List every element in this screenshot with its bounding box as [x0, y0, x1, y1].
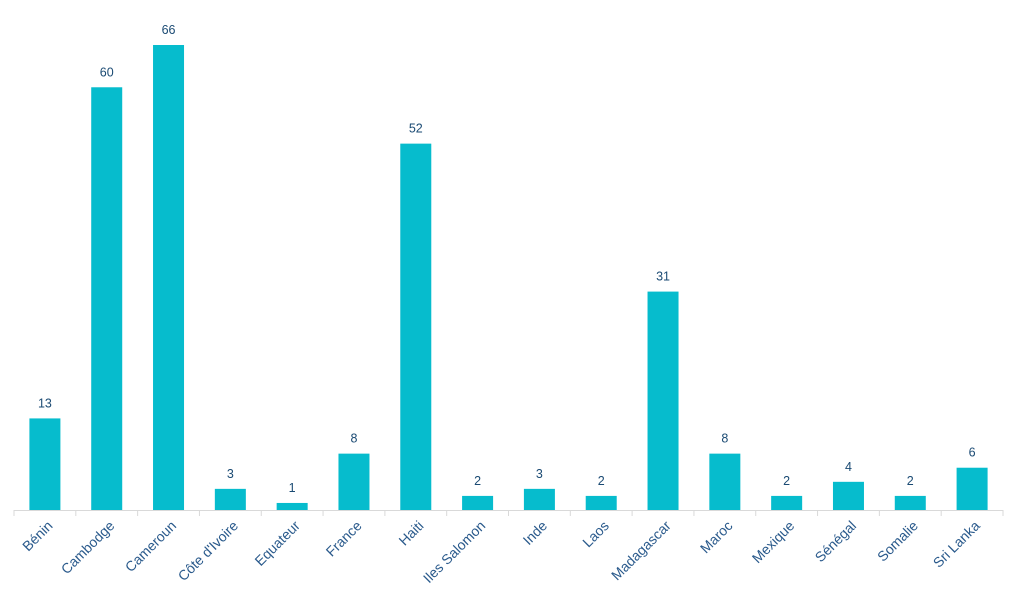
bar	[214, 488, 246, 510]
value-label: 60	[100, 65, 114, 79]
value-label: 2	[907, 474, 914, 488]
value-label: 13	[38, 396, 52, 410]
x-tick-label: Côte d'Ivoire	[175, 517, 242, 584]
bar	[91, 87, 123, 510]
bar	[462, 495, 494, 510]
bar	[29, 418, 61, 510]
x-tick-label: Bénin	[19, 517, 56, 554]
x-tick-label: Sénégal	[812, 517, 860, 565]
value-label: 52	[409, 122, 423, 136]
x-tick-label: Madagascar	[608, 517, 674, 583]
value-label: 31	[656, 270, 670, 284]
value-label: 2	[474, 474, 481, 488]
bar	[956, 467, 988, 510]
x-tick-label: Equateur	[251, 517, 303, 569]
bar	[585, 495, 617, 510]
x-tick-label: Laos	[579, 517, 612, 550]
bar	[647, 291, 679, 510]
value-label: 2	[598, 474, 605, 488]
bar	[832, 481, 864, 510]
value-label: 3	[536, 467, 543, 481]
x-tick-label: Cambodge	[58, 517, 118, 577]
value-label: 1	[289, 481, 296, 495]
x-tick-label: Mexique	[749, 517, 798, 566]
value-label: 3	[227, 467, 234, 481]
bar	[153, 45, 185, 510]
x-tick-label: Iles Salomon	[420, 517, 489, 586]
x-tick-label: Inde	[520, 517, 551, 548]
x-tick-label: Sri Lanka	[930, 517, 983, 570]
value-label: 6	[969, 446, 976, 460]
bar	[276, 502, 308, 510]
bar	[709, 453, 741, 510]
value-label: 4	[845, 460, 852, 474]
bar	[771, 495, 803, 510]
bar	[338, 453, 370, 510]
bar	[400, 143, 432, 511]
value-label: 66	[162, 23, 176, 37]
bar	[523, 488, 555, 510]
x-tick-label: Somalie	[874, 517, 921, 564]
value-label: 8	[721, 432, 728, 446]
x-tick-label: Cameroun	[122, 517, 180, 575]
x-tick-label: France	[323, 517, 365, 559]
bar	[894, 495, 926, 510]
value-label: 8	[350, 432, 357, 446]
x-tick-label: Haiti	[395, 517, 426, 548]
x-tick-label: Maroc	[697, 517, 736, 556]
value-label: 2	[783, 474, 790, 488]
